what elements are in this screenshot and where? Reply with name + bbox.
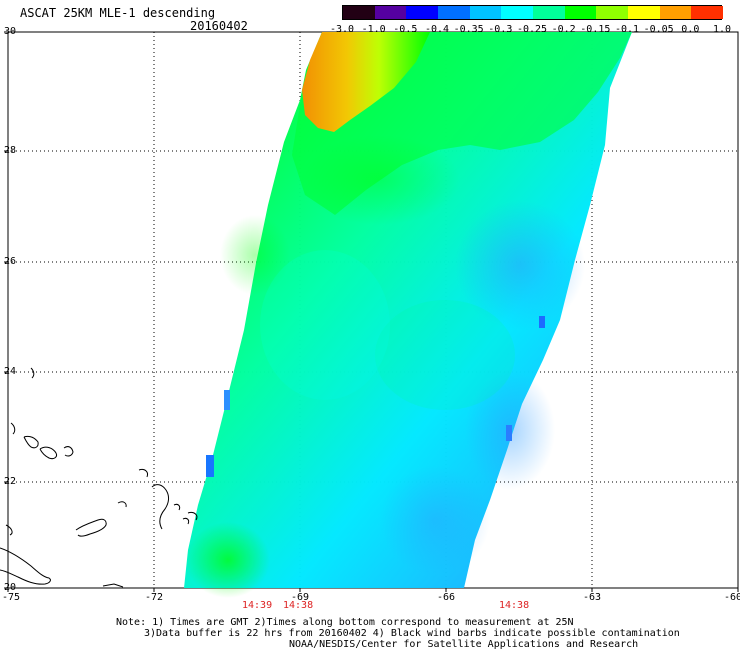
colorbar-label: -1.0 — [361, 24, 386, 35]
colorbar-segment — [628, 6, 660, 19]
lat-label-22: 22 — [4, 476, 17, 487]
colorbar-label: -0.35 — [453, 24, 484, 35]
colorbar-label: -0.25 — [516, 24, 548, 35]
time-label-2: 14:38 — [283, 600, 314, 611]
colorbar-label: -0.4 — [424, 24, 450, 35]
colorbar-label: -0.1 — [614, 24, 640, 35]
colorbar-label: -0.5 — [393, 24, 418, 35]
lon-label-72: -72 — [145, 592, 164, 603]
colorbar-segment — [533, 6, 565, 19]
lon-label-60: -60 — [724, 592, 740, 603]
product-date: 20160402 — [190, 19, 248, 33]
note-line-2: 3)Data buffer is 22 hrs from 20160402 4)… — [144, 628, 680, 639]
lon-label-69: -69 — [291, 592, 310, 603]
colorbar-label: -3.0 — [329, 24, 355, 35]
lon-label-63: -63 — [583, 592, 602, 603]
lat-label-26: 26 — [4, 256, 17, 267]
tick-marks — [4, 31, 739, 592]
colorbar-segment — [343, 6, 375, 19]
colorbar-legend: -3.0 -1.0 -0.5 -0.4 -0.35 -0.3 -0.25 -0.2 -0.15-… — [330, 5, 731, 39]
colorbar-label: -0.05 — [643, 24, 674, 35]
colorbar-label: -0.15 — [580, 24, 611, 35]
time-label-3: 14:38 — [499, 600, 530, 611]
colorbar-segment — [501, 6, 534, 19]
lon-label-75: -75 — [2, 592, 21, 603]
lon-label-66: -66 — [437, 592, 456, 603]
time-label-1: 14:39 — [242, 600, 273, 611]
colorbar-segment — [564, 6, 597, 19]
colorbar-segment — [659, 6, 692, 19]
product-title: ASCAT 25KM MLE-1 descending — [20, 6, 216, 20]
colorbar-segment — [374, 6, 407, 19]
land-outlines — [0, 367, 198, 588]
colorbar-segment — [406, 6, 439, 19]
colorbar-segment — [691, 6, 724, 19]
lat-label-30: 30 — [4, 26, 17, 37]
note-line-1: Note: 1) Times are GMT 2)Times along bot… — [116, 617, 574, 628]
lat-label-20: 20 — [4, 582, 17, 593]
lat-label-24: 24 — [4, 366, 17, 377]
colorbar-segment — [469, 6, 502, 19]
colorbar-segment — [596, 6, 629, 19]
colorbar-label: -0.3 — [488, 24, 513, 35]
colorbar — [342, 5, 724, 20]
colorbar-label: -0.2 — [551, 24, 576, 35]
note-line-3: NOAA/NESDIS/Center for Satellite Applica… — [289, 639, 639, 650]
colorbar-label: 1.0 — [712, 24, 732, 35]
lat-label-28: 28 — [4, 145, 17, 156]
scatterometer-swath — [184, 32, 632, 598]
colorbar-label: 0.0 — [681, 24, 700, 35]
colorbar-segment — [438, 6, 470, 19]
